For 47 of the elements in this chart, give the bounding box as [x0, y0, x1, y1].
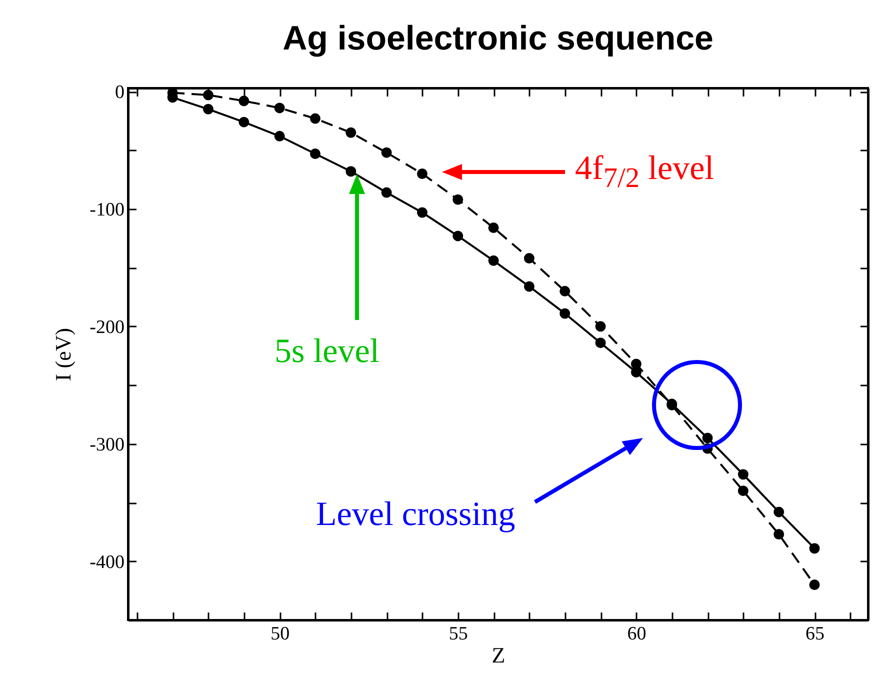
- point: [809, 580, 820, 590]
- point: [560, 286, 570, 296]
- x-tick-label: 55: [448, 624, 468, 644]
- point: [524, 281, 534, 292]
- point: [346, 166, 356, 177]
- point: [630, 366, 642, 378]
- point: [238, 96, 250, 106]
- point: [738, 469, 748, 480]
- point: [452, 230, 464, 242]
- point: [202, 90, 214, 100]
- point: [346, 127, 356, 138]
- point: [595, 321, 606, 332]
- point: [738, 486, 748, 496]
- point: [381, 187, 392, 198]
- x-tick-label: 60: [627, 624, 646, 644]
- point: [274, 102, 285, 114]
- point: [774, 506, 784, 518]
- point: [702, 432, 713, 444]
- point: [560, 308, 570, 319]
- y-axis-title: I (eV): [50, 328, 76, 382]
- point: [488, 255, 499, 266]
- y-tick-label: -100: [90, 199, 124, 220]
- point: [774, 529, 784, 540]
- point: [274, 130, 285, 142]
- annotation: Level crossing: [316, 496, 516, 533]
- point: [416, 168, 428, 179]
- chart-title: Ag isoelectronic sequence: [282, 20, 714, 58]
- y-tick-label: 0: [115, 82, 124, 104]
- point: [202, 104, 214, 114]
- point: [452, 194, 464, 205]
- y-tick-label: -300: [90, 434, 124, 456]
- point: [310, 148, 320, 159]
- point: [809, 543, 820, 554]
- y-tick-label: -200: [90, 316, 124, 338]
- point: [595, 338, 606, 348]
- x-axis-title: Z: [492, 642, 506, 668]
- x-tick-label: 50: [270, 624, 290, 644]
- point: [310, 113, 320, 124]
- point: [524, 253, 534, 264]
- annotation: 5s level: [274, 333, 380, 370]
- point: [488, 222, 499, 233]
- point: [238, 116, 250, 128]
- y-tick-label: -400: [90, 552, 124, 573]
- annotation: 4f$_{7/2}$ level: [575, 150, 714, 194]
- point: [381, 147, 392, 158]
- x-tick-label: 65: [806, 624, 825, 644]
- point: [416, 207, 428, 218]
